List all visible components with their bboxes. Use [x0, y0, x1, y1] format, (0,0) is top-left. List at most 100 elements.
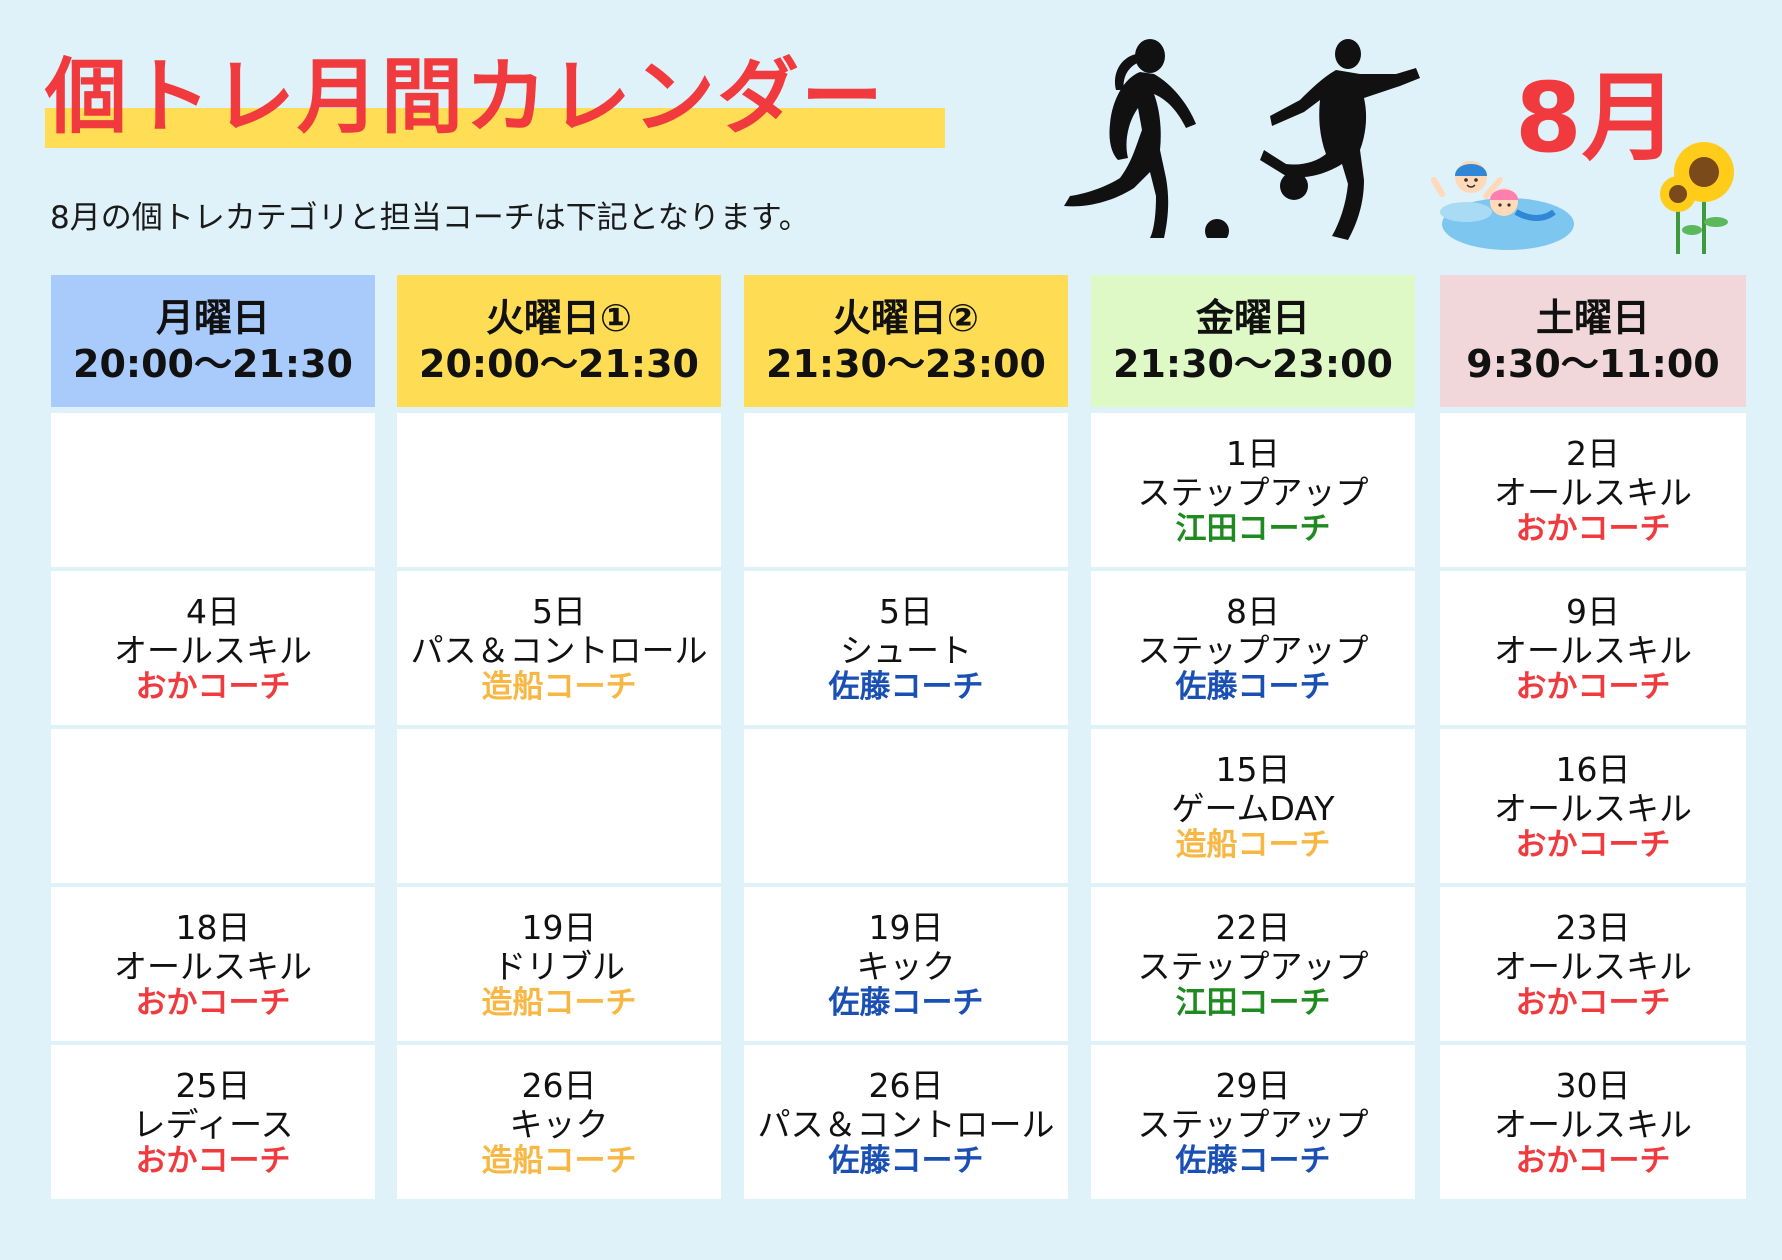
calendar-cell: 15日 ゲームDAY 造船コーチ: [1091, 729, 1415, 883]
coach-label: 造船コーチ: [481, 1143, 637, 1179]
column-header: 土曜日 9:30〜11:00: [1440, 275, 1746, 407]
calendar-cell-empty: [51, 413, 375, 567]
calendar-cell-empty: [744, 729, 1068, 883]
category-label: ゲームDAY: [1171, 789, 1335, 828]
calendar-cell: 2日 オールスキル おかコーチ: [1440, 413, 1746, 567]
category-label: オールスキル: [1494, 1105, 1692, 1144]
page-title: 個トレ月間カレンダー: [45, 50, 886, 145]
category-label: パス＆コントロール: [410, 631, 708, 670]
category-label: ステップアップ: [1137, 631, 1369, 670]
category-label: ステップアップ: [1137, 473, 1369, 512]
calendar-cell: 5日 シュート 佐藤コーチ: [744, 571, 1068, 725]
time-label: 9:30〜11:00: [1466, 342, 1720, 386]
category-label: オールスキル: [114, 631, 312, 670]
calendar-cell: 26日 パス＆コントロール 佐藤コーチ: [744, 1045, 1068, 1199]
category-label: オールスキル: [1494, 631, 1692, 670]
column-header: 月曜日 20:00〜21:30: [51, 275, 375, 407]
category-label: ステップアップ: [1137, 1105, 1369, 1144]
category-label: オールスキル: [114, 947, 312, 986]
column-header: 火曜日② 21:30〜23:00: [744, 275, 1068, 407]
time-label: 21:30〜23:00: [1113, 342, 1393, 386]
title-highlight-bar: [45, 108, 945, 148]
category-label: レディース: [132, 1105, 294, 1144]
female-soccer-player-icon: [1064, 39, 1229, 238]
date-label: 22日: [1215, 908, 1291, 947]
date-label: 16日: [1555, 750, 1631, 789]
coach-label: おかコーチ: [135, 1143, 291, 1179]
category-label: オールスキル: [1494, 789, 1692, 828]
calendar-cell: 19日 キック 佐藤コーチ: [744, 887, 1068, 1041]
date-label: 5日: [879, 592, 933, 631]
date-label: 4日: [186, 592, 240, 631]
date-label: 30日: [1555, 1066, 1631, 1105]
date-label: 19日: [868, 908, 944, 947]
date-label: 1日: [1226, 434, 1280, 473]
date-label: 23日: [1555, 908, 1631, 947]
title-block: 個トレ月間カレンダー: [45, 48, 945, 148]
calendar-cell: 5日 パス＆コントロール 造船コーチ: [397, 571, 721, 725]
calendar-cell: 8日 ステップアップ 佐藤コーチ: [1091, 571, 1415, 725]
time-label: 21:30〜23:00: [766, 342, 1046, 386]
time-label: 20:00〜21:30: [73, 342, 353, 386]
calendar-cell: 16日 オールスキル おかコーチ: [1440, 729, 1746, 883]
category-label: キック: [509, 1105, 609, 1144]
day-label: 金曜日: [1195, 296, 1310, 340]
coach-label: 造船コーチ: [481, 985, 637, 1021]
date-label: 25日: [175, 1066, 251, 1105]
date-label: 29日: [1215, 1066, 1291, 1105]
day-label: 土曜日: [1535, 296, 1650, 340]
coach-label: 佐藤コーチ: [1175, 669, 1331, 705]
category-label: キック: [856, 947, 956, 986]
calendar-cell: 25日 レディース おかコーチ: [51, 1045, 375, 1199]
date-label: 26日: [521, 1066, 597, 1105]
coach-label: おかコーチ: [1515, 827, 1671, 863]
calendar-cell-empty: [397, 729, 721, 883]
coach-label: 佐藤コーチ: [1175, 1143, 1331, 1179]
day-label: 月曜日: [155, 296, 270, 340]
date-label: 9日: [1566, 592, 1620, 631]
coach-label: 造船コーチ: [481, 669, 637, 705]
category-label: ステップアップ: [1137, 947, 1369, 986]
calendar-cell: 29日 ステップアップ 佐藤コーチ: [1091, 1045, 1415, 1199]
time-label: 20:00〜21:30: [419, 342, 699, 386]
day-label: 火曜日①: [485, 296, 633, 340]
coach-label: おかコーチ: [1515, 669, 1671, 705]
coach-label: おかコーチ: [135, 669, 291, 705]
coach-label: おかコーチ: [1515, 511, 1671, 547]
coach-label: 江田コーチ: [1175, 985, 1331, 1021]
column-tuesday-1: 火曜日① 20:00〜21:30 5日 パス＆コントロール 造船コーチ 19日 …: [397, 275, 721, 1199]
category-label: ドリブル: [493, 947, 625, 986]
calendar-cell: 22日 ステップアップ 江田コーチ: [1091, 887, 1415, 1041]
category-label: パス＆コントロール: [757, 1105, 1055, 1144]
calendar-cell: 26日 キック 造船コーチ: [397, 1045, 721, 1199]
column-tuesday-2: 火曜日② 21:30〜23:00 5日 シュート 佐藤コーチ 19日 キック 佐…: [744, 275, 1068, 1199]
date-label: 15日: [1215, 750, 1291, 789]
coach-label: おかコーチ: [1515, 985, 1671, 1021]
column-monday: 月曜日 20:00〜21:30 4日 オールスキル おかコーチ 18日 オールス…: [51, 275, 375, 1199]
calendar-cell: 18日 オールスキル おかコーチ: [51, 887, 375, 1041]
category-label: オールスキル: [1494, 473, 1692, 512]
coach-label: 江田コーチ: [1175, 511, 1331, 547]
calendar-cell-empty: [51, 729, 375, 883]
calendar-cell: 1日 ステップアップ 江田コーチ: [1091, 413, 1415, 567]
date-label: 26日: [868, 1066, 944, 1105]
month-label: 8月: [1515, 62, 1678, 174]
calendar-cell: 4日 オールスキル おかコーチ: [51, 571, 375, 725]
male-soccer-player-icon: [1260, 39, 1420, 240]
column-saturday: 土曜日 9:30〜11:00 2日 オールスキル おかコーチ 9日 オールスキル…: [1440, 275, 1746, 1199]
calendar-cell-empty: [397, 413, 721, 567]
column-header: 金曜日 21:30〜23:00: [1091, 275, 1415, 407]
calendar-cell-empty: [744, 413, 1068, 567]
column-header: 火曜日① 20:00〜21:30: [397, 275, 721, 407]
coach-label: 造船コーチ: [1175, 827, 1331, 863]
calendar-cell: 23日 オールスキル おかコーチ: [1440, 887, 1746, 1041]
calendar-cell: 30日 オールスキル おかコーチ: [1440, 1045, 1746, 1199]
coach-label: おかコーチ: [135, 985, 291, 1021]
coach-label: 佐藤コーチ: [828, 985, 984, 1021]
coach-label: 佐藤コーチ: [828, 669, 984, 705]
calendar-cell: 19日 ドリブル 造船コーチ: [397, 887, 721, 1041]
coach-label: 佐藤コーチ: [828, 1143, 984, 1179]
column-friday: 金曜日 21:30〜23:00 1日 ステップアップ 江田コーチ 8日 ステップ…: [1091, 275, 1415, 1199]
coach-label: おかコーチ: [1515, 1143, 1671, 1179]
date-label: 2日: [1566, 434, 1620, 473]
